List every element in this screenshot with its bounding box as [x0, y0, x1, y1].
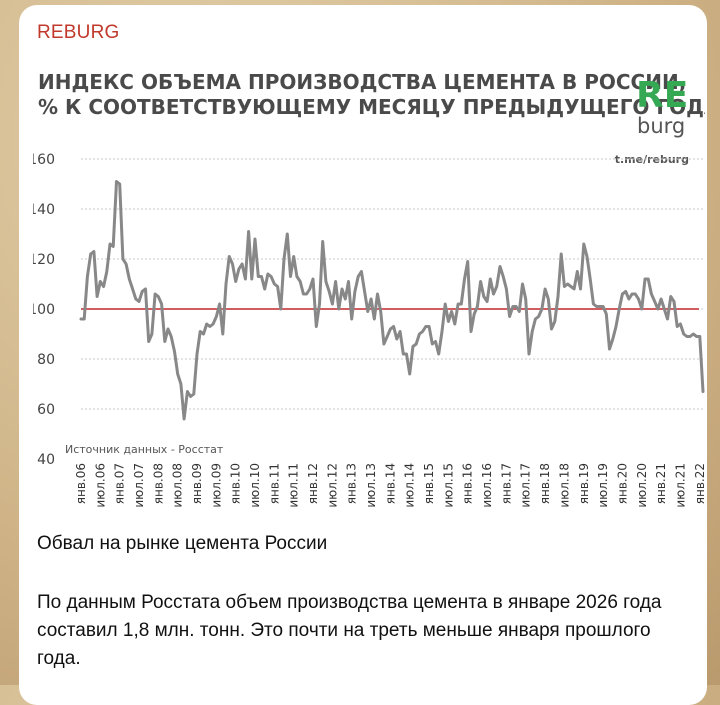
y-tick-label: 140	[33, 202, 55, 218]
y-tick-label: 100	[33, 302, 55, 318]
x-tick-label: янв.21	[654, 463, 668, 504]
x-tick-label: июл.14	[403, 463, 417, 508]
x-tick-label: июл.21	[673, 463, 687, 508]
x-tick-label: июл.07	[132, 463, 146, 508]
x-tick-label: июл.15	[441, 463, 455, 508]
x-tick-label: янв.17	[499, 463, 513, 504]
x-tick-label: июл.20	[635, 463, 649, 508]
x-tick-label: июл.16	[480, 463, 494, 508]
x-tick-label: янв.18	[538, 463, 552, 504]
x-tick-label: янв.15	[422, 463, 436, 504]
chart-title-line1: ИНДЕКС ОБЪЕМА ПРОИЗВОДСТВА ЦЕМЕНТА В РОС…	[38, 70, 686, 94]
x-tick-label: янв.16	[461, 463, 475, 504]
chart-title-line2: % К СООТВЕТСТВУЮЩЕМУ МЕСЯЦУ ПРЕДЫДУЩЕГО …	[38, 95, 705, 119]
x-tick-label: янв.09	[190, 463, 204, 504]
x-tick-label: июл.10	[248, 463, 262, 508]
x-tick-label: янв.11	[267, 463, 281, 504]
channel-name[interactable]: REBURG	[37, 22, 120, 43]
chart-image[interactable]: ИНДЕКС ОБЪЕМА ПРОИЗВОДСТВА ЦЕМЕНТА В РОС…	[28, 67, 720, 522]
y-tick-label: 120	[33, 252, 55, 268]
x-tick-label: янв.07	[113, 463, 127, 504]
x-tick-label: июл.11	[287, 463, 301, 508]
x-tick-label: июл.17	[519, 463, 533, 508]
x-tick-label: янв.22	[693, 463, 705, 504]
x-tick-label: янв.20	[615, 463, 629, 504]
post-text: По данным Росстата объем производства це…	[37, 592, 662, 669]
post-title: Обвал на рынке цемента России	[37, 533, 328, 554]
y-tick-label: 40	[37, 452, 55, 468]
x-tick-label: янв.14	[383, 463, 397, 504]
x-tick-label: июл.06	[93, 463, 107, 508]
source-label: Источник данных - Росстат	[65, 443, 224, 456]
x-tick-label: июл.09	[209, 463, 223, 508]
y-tick-label: 80	[37, 352, 55, 368]
message-card: REBURG ИНДЕКС ОБЪЕМА ПРОИЗВОДСТВА ЦЕМЕНТ…	[19, 5, 720, 705]
y-tick-label: 60	[37, 402, 55, 418]
x-tick-label: янв.08	[151, 463, 165, 504]
x-tick-label: янв.19	[577, 463, 591, 504]
logo-re: RE	[636, 75, 688, 116]
x-tick-label: июл.12	[325, 463, 339, 508]
logo-burg: burg	[637, 114, 685, 138]
x-tick-label: янв.10	[229, 463, 243, 504]
y-tick-label: 160	[33, 152, 55, 168]
x-tick-label: июл.19	[596, 463, 610, 508]
site-label: t.me/reburg	[615, 153, 689, 166]
x-axis: янв.06 июл.06 янв.07 июл.07 янв.08 июл.08 янв.…	[74, 463, 720, 508]
series-line	[79, 180, 705, 421]
x-tick-label: июл.08	[171, 463, 185, 508]
x-tick-label: янв.06	[74, 463, 88, 504]
x-tick-label: июл.13	[364, 463, 378, 508]
y-axis: 40 60 80 100 120 140 160	[28, 152, 55, 468]
x-tick-label: янв.13	[345, 463, 359, 504]
x-tick-label: июл.18	[557, 463, 571, 508]
x-tick-label: янв.12	[306, 463, 320, 504]
chart-svg: ИНДЕКС ОБЪЕМА ПРОИЗВОДСТВА ЦЕМЕНТА В РОС…	[28, 67, 720, 522]
